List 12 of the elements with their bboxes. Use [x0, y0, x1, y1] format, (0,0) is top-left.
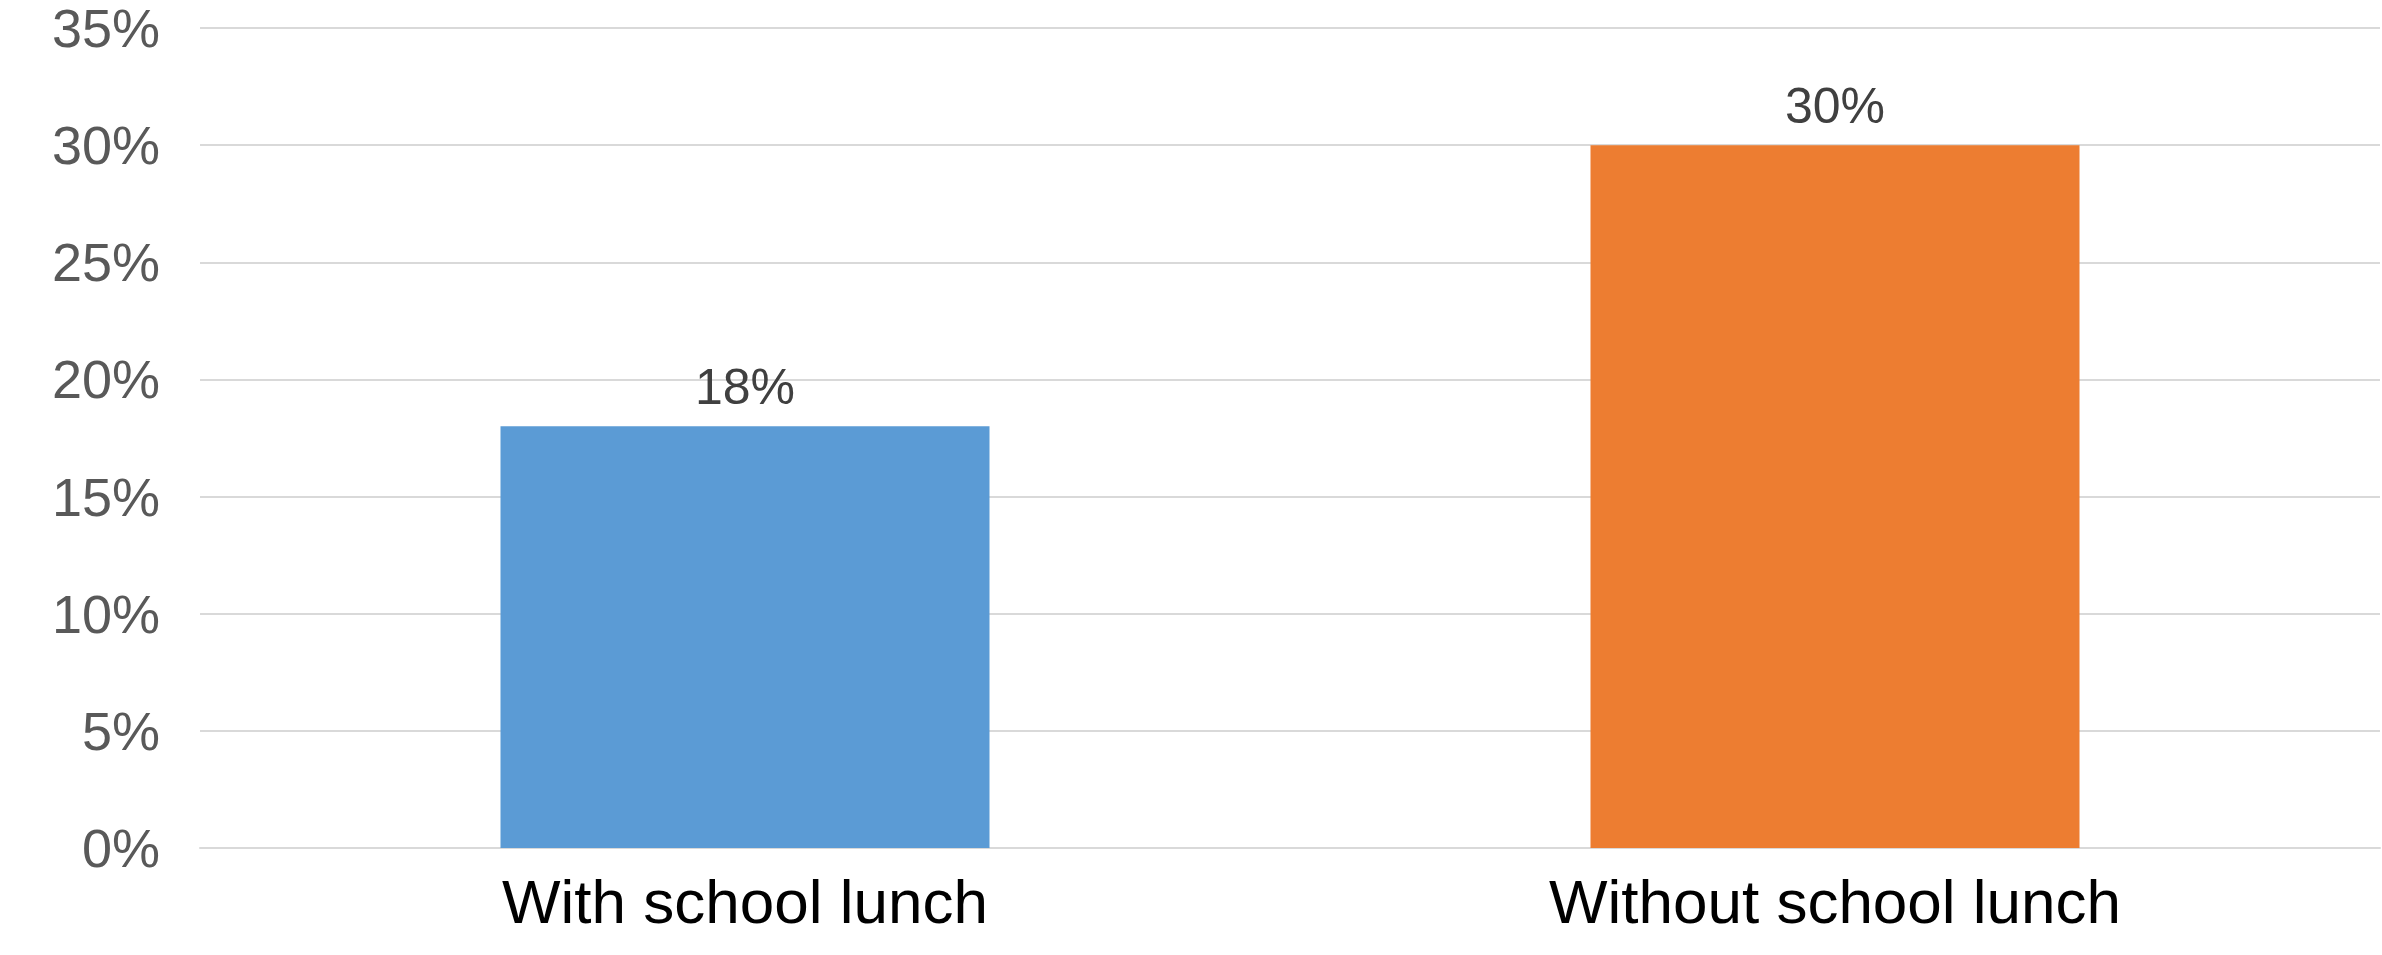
y-tick-label: 35%: [51, 0, 160, 58]
y-tick-label: 25%: [51, 232, 160, 293]
y-tick-label: 0%: [81, 818, 160, 878]
x-tick-label: With school lunch: [502, 866, 988, 936]
data-label: 18%: [694, 359, 796, 416]
y-tick-label: 10%: [51, 583, 160, 644]
x-tick-label: Without school lunch: [1548, 866, 2122, 936]
y-tick-label: 20%: [51, 349, 160, 410]
data-label: 30%: [1784, 78, 1886, 135]
y-tick-label: 15%: [51, 466, 160, 527]
y-tick-label: 30%: [51, 115, 160, 176]
y-tick-label: 5%: [81, 700, 160, 761]
